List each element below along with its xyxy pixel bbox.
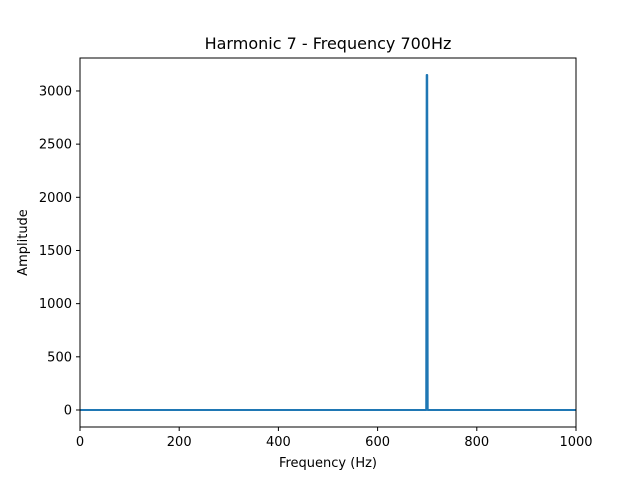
axes-frame <box>79 57 577 428</box>
x-tick-label: 200 <box>167 435 192 450</box>
y-tick-label: 3000 <box>39 84 72 99</box>
y-tick-label: 500 <box>47 350 72 365</box>
x-tick-label: 600 <box>365 435 390 450</box>
x-axis-label: Frequency (Hz) <box>279 456 377 471</box>
y-tick-label: 1000 <box>39 297 72 312</box>
y-tick-label: 2000 <box>39 191 72 206</box>
plot-area <box>80 74 576 411</box>
chart-title: Harmonic 7 - Frequency 700Hz <box>205 34 452 53</box>
axis-ticks: 0 200 400 600 800 1000 0 500 1000 1500 2000 2500 300… <box>39 84 593 450</box>
y-tick-label: 1500 <box>39 244 72 259</box>
x-tick-label: 800 <box>464 435 489 450</box>
x-tick-label: 400 <box>266 435 291 450</box>
series-line-0 <box>80 74 576 411</box>
y-tick-label: 0 <box>64 403 72 418</box>
x-tick-label: 1000 <box>559 435 592 450</box>
y-tick-label: 2500 <box>39 138 72 153</box>
y-axis-label: Amplitude <box>16 209 31 276</box>
x-tick-label: 0 <box>76 435 84 450</box>
